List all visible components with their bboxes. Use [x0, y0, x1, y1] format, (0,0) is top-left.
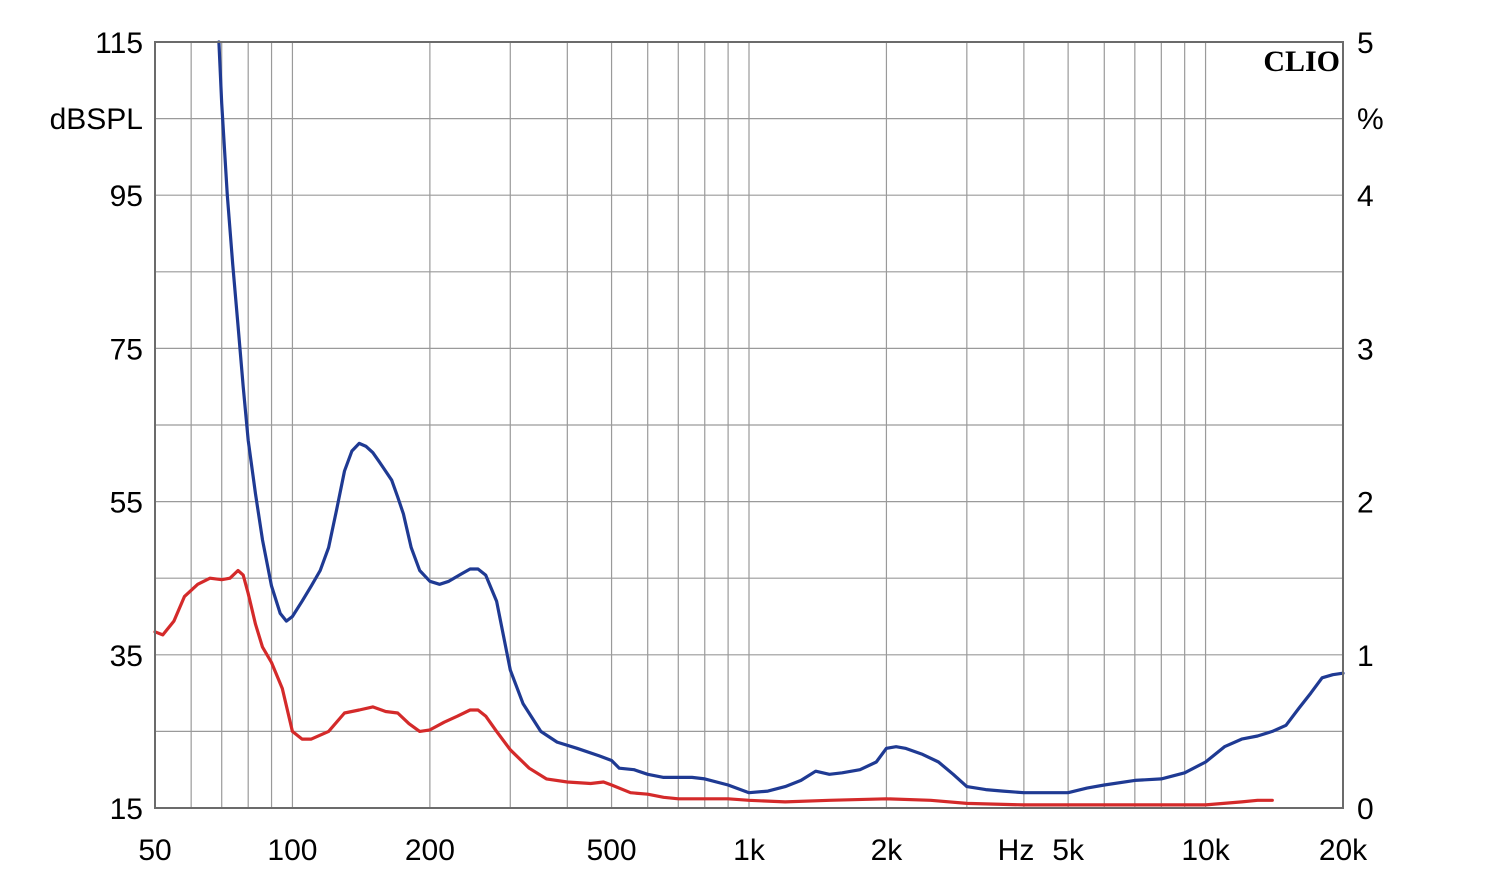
x-tick-label: 5k [1052, 834, 1085, 867]
y-right-tick-label: 3 [1357, 333, 1374, 366]
x-tick-label: 20k [1319, 834, 1368, 867]
y-left-tick-label: 115 [95, 27, 143, 60]
y-right-tick-labels: 0 1 2 3 4 5 [1357, 27, 1374, 826]
series-line-2 [153, 568, 1274, 807]
x-unit-label: Hz [998, 834, 1035, 867]
x-tick-label: 500 [587, 834, 637, 867]
y-right-tick-label: 0 [1357, 793, 1374, 826]
plot-frame [154, 41, 1344, 809]
y-left-tick-label: 35 [110, 640, 143, 673]
y-left-tick-labels: 15 35 55 75 95 115 [95, 27, 143, 826]
y-right-unit-label: % [1357, 103, 1384, 136]
y-right-tick-label: 5 [1357, 27, 1374, 60]
x-tick-labels: 50 100 200 500 1k 2k 5k 10k 20k [138, 834, 1368, 867]
x-tick-label: 200 [405, 834, 455, 867]
clio-brand-label: CLIO [1263, 45, 1340, 78]
y-left-tick-label: 55 [110, 487, 143, 520]
x-tick-label: 50 [138, 834, 171, 867]
series-layer [153, 40, 1345, 807]
y-right-tick-label: 4 [1357, 180, 1374, 213]
y-left-tick-label: 15 [110, 793, 143, 826]
major-gridlines [155, 117, 1343, 733]
y-right-tick-label: 2 [1357, 487, 1374, 520]
series-line-1 [217, 40, 1345, 795]
x-tick-label: 100 [267, 834, 317, 867]
x-tick-label: 10k [1181, 834, 1230, 867]
x-tick-label: 2k [871, 834, 904, 867]
y-left-tick-label: 95 [110, 180, 143, 213]
y-left-tick-label: 75 [110, 333, 143, 366]
y-right-tick-label: 1 [1357, 640, 1374, 673]
x-tick-label: 1k [733, 834, 766, 867]
y-left-unit-label: dBSPL [50, 103, 143, 136]
